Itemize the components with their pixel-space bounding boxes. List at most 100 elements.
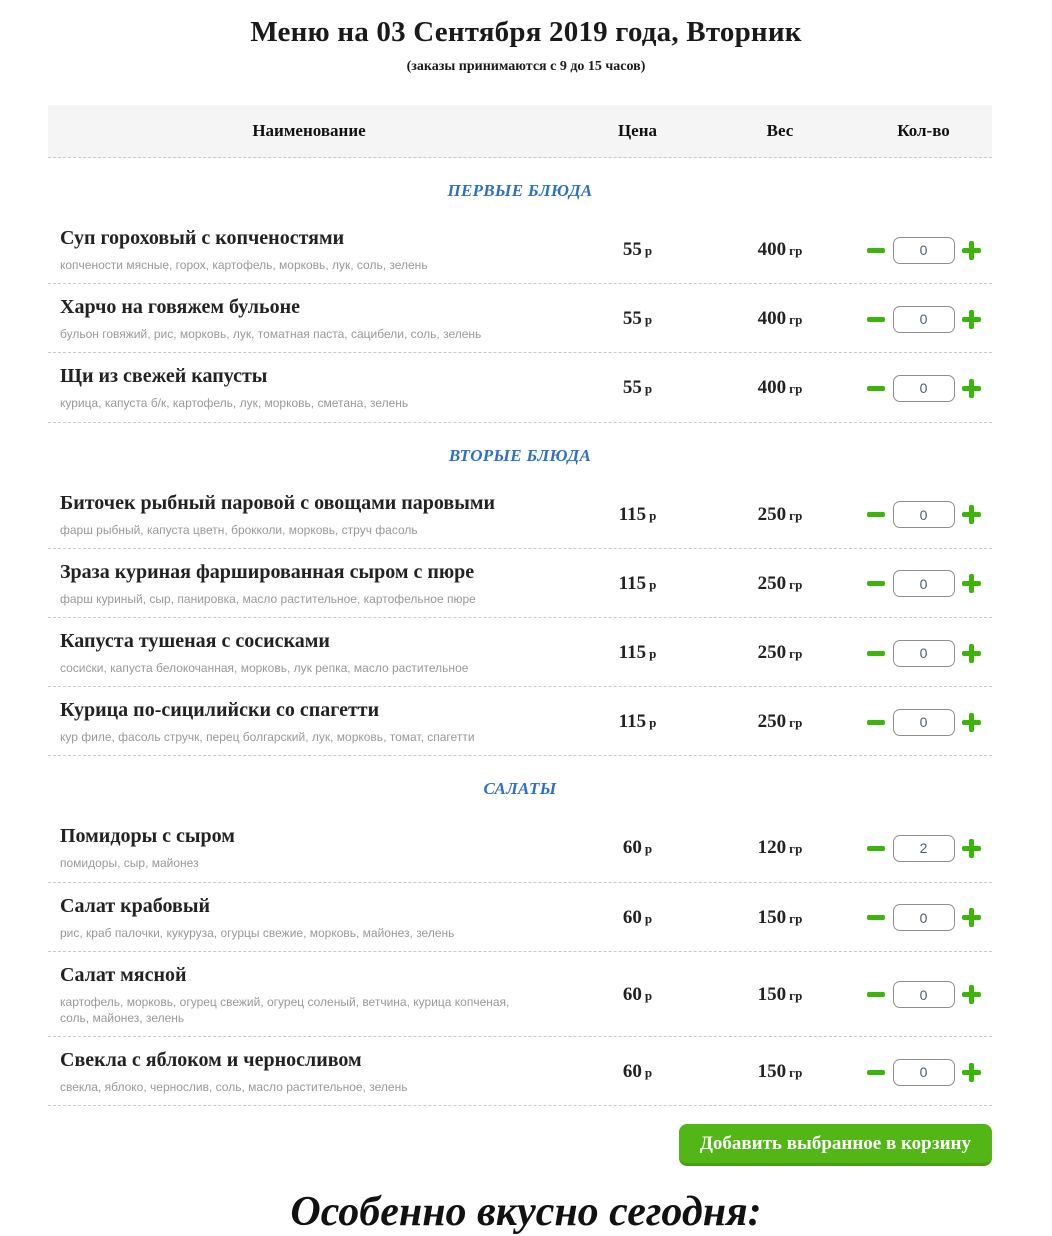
quantity-input[interactable] — [892, 305, 955, 333]
dish-cell: Щи из свежей капусты курица, капуста б/к… — [48, 365, 570, 411]
cart-button-row: Добавить выбранное в корзину — [48, 1124, 992, 1167]
menu-table: Наименование Цена Вес Кол-во ПЕРВЫЕ БЛЮД… — [48, 105, 992, 1167]
table-header-row: Наименование Цена Вес Кол-во — [48, 105, 992, 158]
price-cell: 60 р — [570, 984, 705, 1006]
increase-button[interactable] — [962, 309, 982, 329]
plus-icon — [962, 1062, 981, 1082]
quantity-stepper — [855, 570, 992, 598]
increase-button[interactable] — [962, 240, 982, 260]
minus-icon — [866, 845, 885, 851]
price-cell: 115 р — [570, 642, 705, 664]
plus-icon — [962, 240, 981, 260]
increase-button[interactable] — [962, 574, 982, 594]
price-unit: р — [644, 381, 653, 397]
decrease-button[interactable] — [866, 378, 886, 398]
quantity-input[interactable] — [892, 570, 955, 598]
weight-unit: гр — [789, 576, 803, 592]
quantity-stepper — [855, 501, 992, 529]
price-unit: р — [649, 646, 657, 662]
decrease-button[interactable] — [866, 505, 886, 525]
price-value: 60 — [622, 983, 642, 1005]
quantity-input[interactable] — [892, 904, 955, 932]
price-cell: 60 р — [570, 907, 705, 929]
minus-icon — [866, 915, 885, 921]
weight-value: 150 — [757, 906, 787, 928]
weight-cell: 400 гр — [705, 239, 855, 261]
dish-cell: Харчо на говяжем бульоне бульон говяжий,… — [48, 296, 570, 342]
weight-unit: гр — [789, 841, 803, 857]
increase-button[interactable] — [962, 908, 982, 928]
dish-name: Салат мясной — [60, 963, 187, 986]
dish-ingredients: рис, краб палочки, кукуруза, огурцы свеж… — [60, 925, 455, 940]
add-to-cart-button[interactable]: Добавить выбранное в корзину — [678, 1124, 992, 1167]
decrease-button[interactable] — [866, 908, 886, 928]
price-unit: р — [644, 312, 653, 328]
dish-ingredients: картофель, морковь, огурец свежий, огуре… — [60, 994, 510, 1025]
price-unit: р — [649, 715, 657, 731]
increase-button[interactable] — [962, 838, 982, 858]
decrease-button[interactable] — [866, 240, 886, 260]
decrease-button[interactable] — [866, 643, 886, 663]
quantity-stepper — [855, 639, 992, 667]
minus-icon — [866, 992, 885, 998]
quantity-stepper — [855, 374, 992, 402]
dish-cell: Биточек рыбный паровой с овощами паровым… — [48, 492, 570, 538]
minus-icon — [866, 247, 885, 253]
menu-item-row: Салат крабовый рис, краб палочки, кукуру… — [48, 883, 992, 952]
increase-button[interactable] — [962, 505, 982, 525]
decrease-button[interactable] — [866, 985, 886, 1005]
minus-icon — [866, 1069, 885, 1075]
column-header-price: Цена — [617, 121, 658, 140]
menu-item-row: Биточек рыбный паровой с овощами паровым… — [48, 480, 992, 549]
price-unit: р — [644, 987, 653, 1003]
quantity-stepper — [855, 834, 992, 862]
quantity-input[interactable] — [892, 501, 955, 529]
menu-item-row: Курица по-сицилийски со спагетти кур фил… — [48, 687, 992, 757]
menu-item-row: Щи из свежей капусты курица, капуста б/к… — [48, 353, 992, 423]
increase-button[interactable] — [962, 985, 982, 1005]
menu-item-row: Суп гороховый с копченостями копчености … — [48, 215, 992, 285]
quantity-input[interactable] — [892, 708, 955, 736]
increase-button[interactable] — [962, 1062, 982, 1082]
section-items: Помидоры с сыром помидоры, сыр, майонез … — [48, 813, 992, 1107]
price-cell: 115 р — [570, 711, 705, 733]
price-unit: р — [644, 1065, 653, 1081]
quantity-input[interactable] — [892, 374, 955, 402]
decrease-button[interactable] — [866, 309, 886, 329]
dish-ingredients: фарш рыбный, капуста цветн, брокколи, мо… — [60, 522, 418, 537]
price-unit: р — [644, 243, 653, 259]
quantity-stepper — [855, 904, 992, 932]
dish-name: Суп гороховый с копченостями — [60, 227, 345, 249]
weight-cell: 150 гр — [705, 907, 855, 929]
quantity-input[interactable] — [892, 236, 955, 264]
increase-button[interactable] — [962, 643, 982, 663]
weight-cell: 250 гр — [705, 642, 855, 664]
weight-value: 250 — [757, 572, 787, 594]
weight-unit: гр — [789, 243, 803, 259]
minus-icon — [866, 385, 885, 391]
weight-value: 250 — [757, 503, 787, 525]
decrease-button[interactable] — [866, 574, 886, 594]
quantity-input[interactable] — [892, 639, 955, 667]
quantity-input[interactable] — [892, 1058, 955, 1086]
dish-cell: Зраза куриная фаршированная сыром с пюре… — [48, 561, 570, 607]
quantity-stepper — [855, 1058, 992, 1086]
section-title: ПЕРВЫЕ БЛЮДА — [447, 181, 593, 200]
quantity-input[interactable] — [892, 981, 955, 1009]
weight-value: 120 — [757, 837, 787, 859]
price-cell: 60 р — [570, 1061, 705, 1083]
weight-unit: гр — [789, 312, 803, 328]
price-value: 115 — [618, 503, 647, 525]
quantity-input[interactable] — [892, 834, 955, 862]
decrease-button[interactable] — [866, 838, 886, 858]
dish-ingredients: фарш куриный, сыр, панировка, масло раст… — [60, 591, 476, 606]
weight-cell: 400 гр — [705, 308, 855, 330]
price-cell: 55 р — [570, 377, 705, 399]
page-title: Меню на 03 Сентября 2019 года, Вторник — [250, 16, 802, 48]
decrease-button[interactable] — [866, 1062, 886, 1082]
price-unit: р — [644, 841, 653, 857]
price-value: 115 — [618, 711, 647, 733]
decrease-button[interactable] — [866, 712, 886, 732]
increase-button[interactable] — [962, 378, 982, 398]
increase-button[interactable] — [962, 712, 982, 732]
